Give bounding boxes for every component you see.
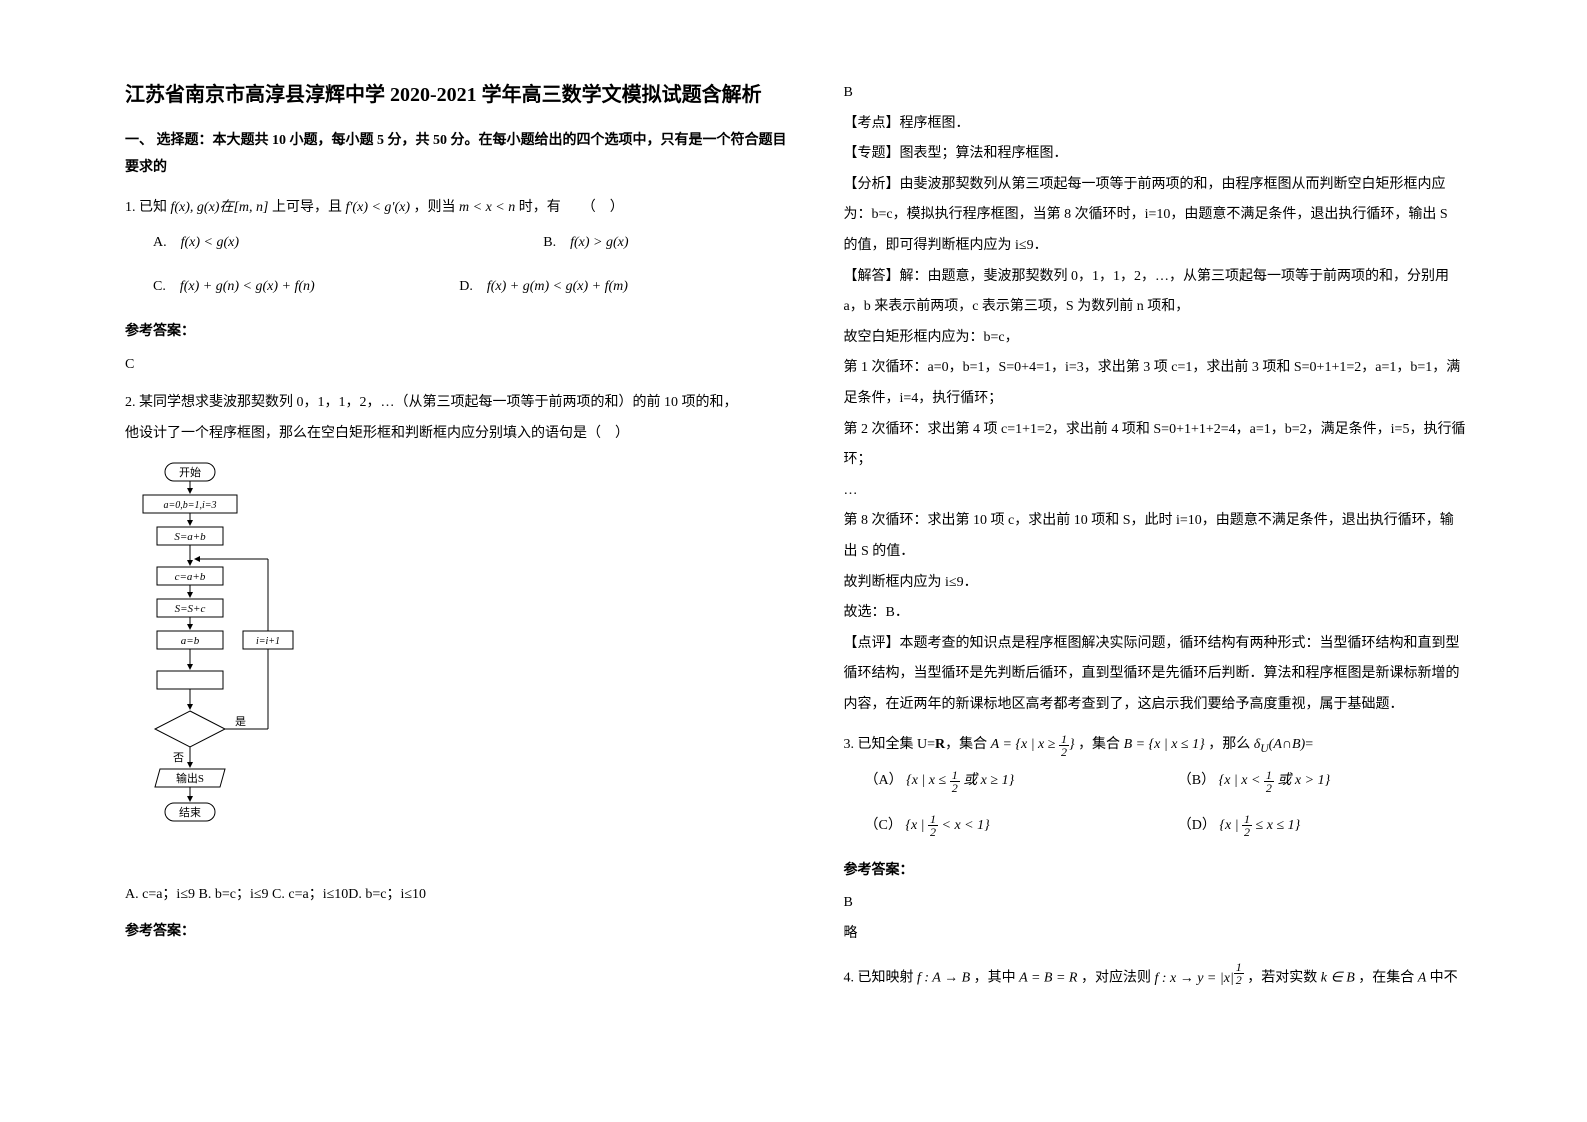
fx1: 【分析】由斐波那契数列从第三项起每一项等于前两项的和，由程序框图从而判断空白矩形… [844,172,1513,199]
q1-mid2: ，则当 [414,200,456,215]
q1-tail: 时，有 （ ） [519,200,624,215]
q3-ref-heading: 参考答案： [844,858,1513,885]
fx3: 的值，即可得判断框内应为 i≤9． [844,233,1513,260]
fc-out: 输出S [176,771,204,785]
left-column: 江苏省南京市高淳县淳辉中学 2020-2021 学年高三数学文模拟试题含解析 一… [100,80,819,1102]
q1-optB: B. f(x) > g(x) [459,230,793,257]
fc-inc: i=i+1 [256,636,280,647]
q1-mid1: 上可导，且 [272,200,342,215]
q3-optC: （C） {x | 12 < x < 1} [844,813,1178,840]
jd6: 第 2 次循环：求出第 4 项 c=1+1=2，求出前 4 项和 S=0+1+1… [844,417,1513,444]
jd3: 故空白矩形框内应为：b=c， [844,325,1513,352]
q2-line1: 2. 某同学想求斐波那契数列 0，1，1，2，…（从第三项起每一项等于前两项的和… [125,390,794,417]
fc-s2: c=a+b [175,571,206,583]
q1-answer: C [125,352,794,379]
fc-start: 开始 [179,465,201,479]
q2-options: A. c=a；i≤9 B. b=c；i≤9 C. c=a；i≤10D. b=c；… [125,882,794,909]
q3-note: 略 [844,921,1513,948]
q3-row2: （C） {x | 12 < x < 1} （D） {x | 12 ≤ x ≤ 1… [844,813,1513,840]
right-column: B 【考点】程序框图． 【专题】图表型；算法和程序框图． 【分析】由斐波那契数列… [819,80,1538,1102]
q1-optD: D. f(x) + g(m) < g(x) + f(m) [459,274,793,301]
fc-s3: S=S+c [175,603,206,615]
fc-no: 否 [173,752,184,764]
q3-answer: B [844,890,1513,917]
kd: 【考点】程序框图． [844,111,1513,138]
q3-setB: B = {x | x ≤ 1} [1124,737,1205,752]
flowchart: 开始 a=0,b=1,i=3 S=a+b c=a+b S=S+c a=b i=i… [125,461,794,872]
jd1: 【解答】解：由题意，斐波那契数列 0，1，1，2，…，从第三项起每一项等于前两项… [844,264,1513,291]
q1-ref-heading: 参考答案： [125,319,794,346]
q1-math2: f′(x) < g′(x) [345,200,410,215]
q2-line2: 他设计了一个程序框图，那么在空白矩形框和判断框内应分别填入的语句是（ ） [125,421,794,448]
q4-stem: 4. 已知映射 f : A → B ，其中 A = B = R ，对应法则 f … [844,961,1513,992]
jd7: 环； [844,447,1513,474]
q1-optC: C. f(x) + g(n) < g(x) + f(n) [125,274,459,301]
fc-init: a=0,b=1,i=3 [163,500,216,511]
q2-ref-heading: 参考答案： [125,919,794,946]
fc-s1: S=a+b [174,531,206,543]
jd9: 第 8 次循环：求出第 10 项 c，求出前 10 项和 S，此时 i=10，由… [844,508,1513,535]
q3-stem: 3. 已知全集 U=R，集合 A = {x | x ≥ 12} ，集合 B = … [844,732,1513,760]
jd4: 第 1 次循环：a=0，b=1，S=0+4=1，i=3，求出第 3 项 c=1，… [844,355,1513,382]
q3-optA: （A） {x | x ≤ 12 或 x ≥ 1} [844,768,1178,795]
document-title: 江苏省南京市高淳县淳辉中学 2020-2021 学年高三数学文模拟试题含解析 [125,80,794,110]
fc-yes: 是 [235,715,246,728]
fc-end: 结束 [179,806,201,819]
fx2: 为：b=c，模拟执行程序框图，当第 8 次循环时，i=10，由题意不满足条件，退… [844,202,1513,229]
q1-options-row1: A. f(x) < g(x) B. f(x) > g(x) [125,230,794,257]
q1-optA: A. f(x) < g(x) [125,230,459,257]
jd2: a，b 来表示前两项，c 表示第三项，S 为数列前 n 项和， [844,294,1513,321]
jd11: 故判断框内应为 i≤9． [844,570,1513,597]
fc-s4: a=b [181,635,200,647]
flowchart-svg: 开始 a=0,b=1,i=3 S=a+b c=a+b S=S+c a=b i=i… [125,461,345,861]
jd8: … [844,478,1513,505]
q1-stem: 1. 已知 f(x), g(x)在[m, n] 上可导，且 f′(x) < g′… [125,195,794,222]
q3-expr: δU(A∩B) [1254,737,1305,752]
q3-optB: （B） {x | x < 12 或 x > 1} [1178,768,1512,795]
q3-setA: A = {x | x ≥ 12} [991,737,1075,752]
q3-row1: （A） {x | x ≤ 12 或 x ≥ 1} （B） {x | x < 12… [844,768,1513,795]
zt: 【专题】图表型；算法和程序框图． [844,141,1513,168]
q1-math1: f(x), g(x)在[m, n] [171,200,269,215]
dp2: 循环结构，当型循环是先判断后循环，直到型循环是先循环后判断．算法和程序框图是新课… [844,661,1513,688]
q1-math3: m < x < n [459,200,515,215]
q1-prefix: 1. 已知 [125,200,167,215]
q3-optD: （D） {x | 12 ≤ x ≤ 1} [1178,813,1512,840]
section1-heading: 一、 选择题：本大题共 10 小题，每小题 5 分，共 50 分。在每小题给出的… [125,128,794,181]
dp1: 【点评】本题考查的知识点是程序框图解决实际问题，循环结构有两种形式：当型循环结构… [844,631,1513,658]
jd12: 故选：B． [844,600,1513,627]
jd5: 足条件，i=4，执行循环； [844,386,1513,413]
dp3: 内容，在近两年的新课标地区高考都考查到了，这启示我们要给予高度重视，属于基础题． [844,692,1513,719]
q2-answer: B [844,80,1513,107]
q1-options-row2: C. f(x) + g(n) < g(x) + f(n) D. f(x) + g… [125,274,794,301]
jd10: 出 S 的值． [844,539,1513,566]
